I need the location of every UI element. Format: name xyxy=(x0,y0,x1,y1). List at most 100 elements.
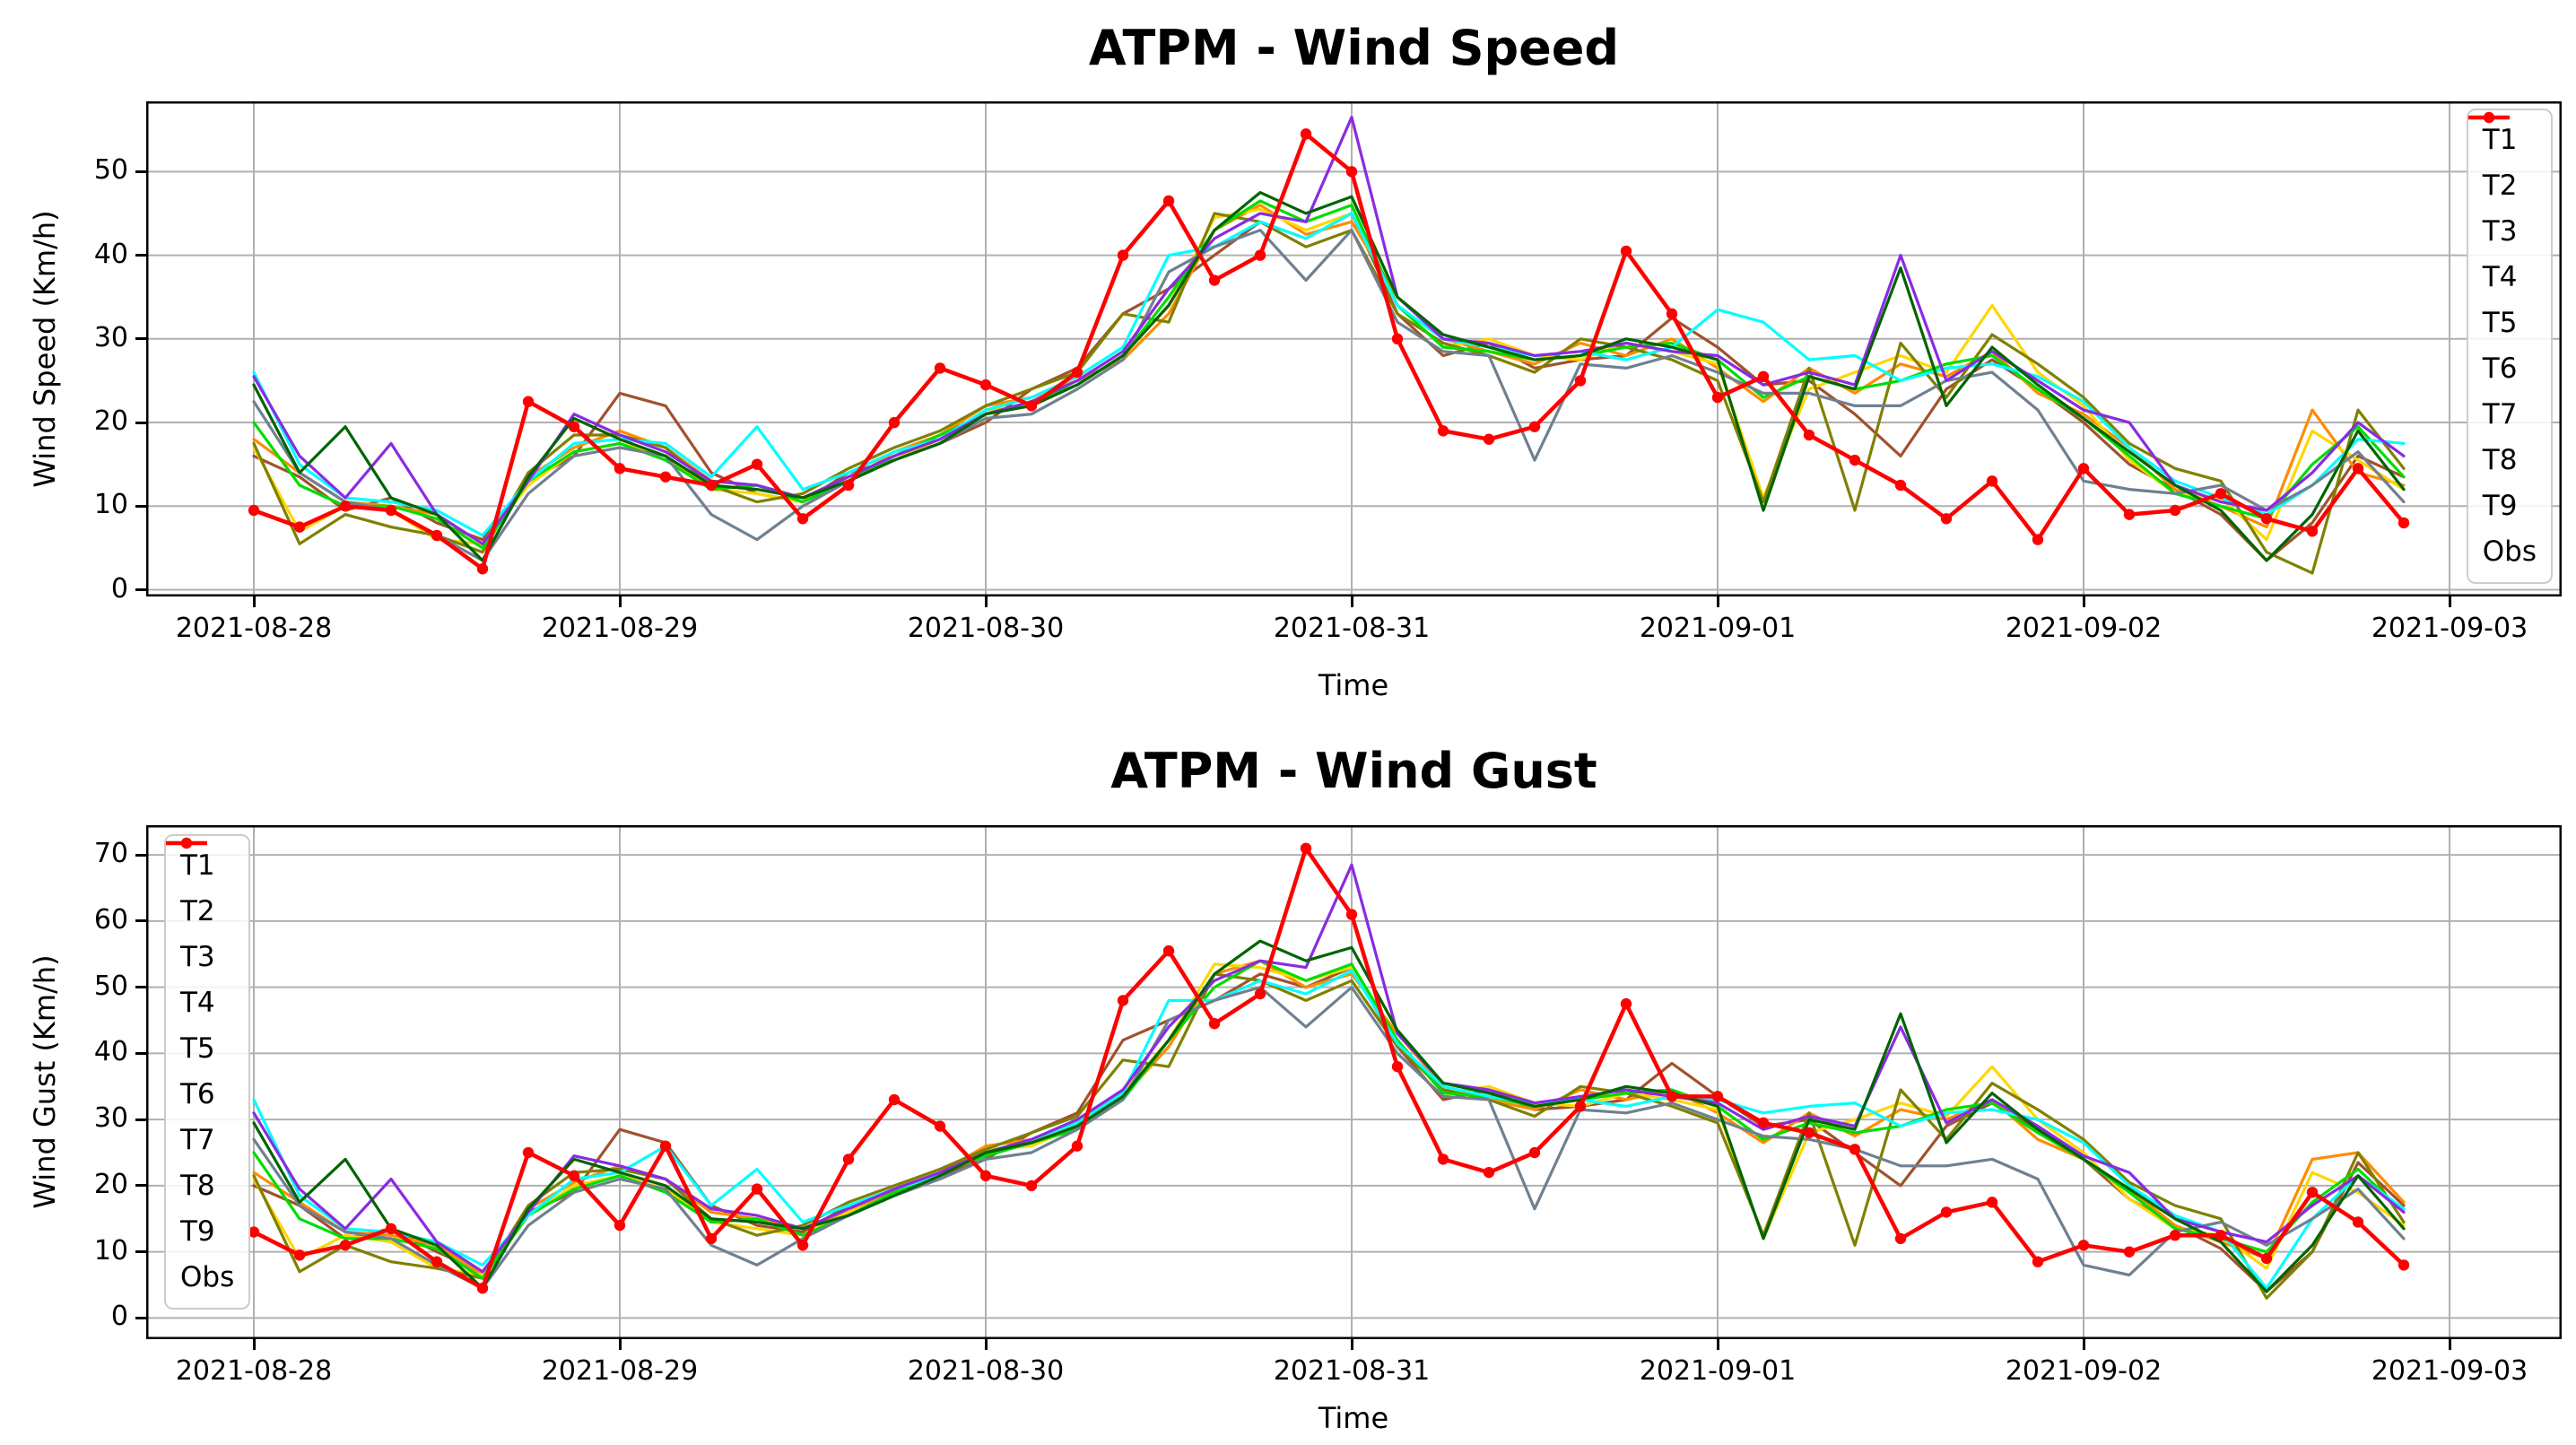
obs-marker xyxy=(1071,366,1083,379)
obs-marker xyxy=(1757,370,1770,382)
obs-marker xyxy=(751,458,763,470)
legend-label: T5 xyxy=(180,1032,215,1065)
legend-label: T2 xyxy=(2482,170,2518,202)
x-tick-label: 2021-08-31 xyxy=(1273,613,1431,644)
legend-entry-T9: T9 xyxy=(2467,116,2537,529)
obs-marker xyxy=(979,1170,992,1182)
obs-marker xyxy=(1117,995,1129,1006)
obs-marker xyxy=(1391,333,1404,345)
x-tick xyxy=(1350,596,1353,607)
series-line-T4 xyxy=(252,212,2406,575)
obs-marker xyxy=(2306,1187,2319,1198)
x-tick xyxy=(984,1339,988,1350)
obs-marker xyxy=(1391,1060,1404,1073)
legend-label: T7 xyxy=(180,1124,215,1156)
legend-label: T4 xyxy=(2482,261,2518,293)
obs-marker xyxy=(1345,166,1358,178)
series-line-T7 xyxy=(252,229,2406,562)
plot-area: 2021-08-28 2021-08-29 2021-08-30 2021-08-31… xyxy=(94,101,2562,644)
series-line-T1 xyxy=(252,212,2406,562)
obs-marker xyxy=(2398,517,2410,529)
x-tick xyxy=(618,1339,622,1350)
obs-marker xyxy=(1254,249,1266,261)
obs-marker xyxy=(1208,1018,1221,1030)
obs-marker xyxy=(1162,195,1175,207)
legend-entry-T4: T4 xyxy=(166,841,234,1026)
obs-marker xyxy=(1940,513,1953,525)
x-tick-label: 2021-08-28 xyxy=(175,1355,333,1387)
obs-marker xyxy=(1025,400,1038,412)
y-tick xyxy=(135,1250,146,1254)
obs-marker xyxy=(2215,1230,2227,1241)
obs-marker xyxy=(1025,1180,1038,1192)
series-line-T9 xyxy=(252,939,2406,1293)
obs-marker xyxy=(248,504,260,517)
obs-marker xyxy=(751,1183,763,1195)
obs-marker xyxy=(2352,463,2364,474)
obs-marker xyxy=(385,504,397,517)
obs-marker xyxy=(1894,479,1907,492)
obs-marker xyxy=(1208,274,1221,286)
y-tick xyxy=(135,853,146,857)
series-line-T3 xyxy=(252,207,2406,545)
obs-marker xyxy=(1437,425,1449,437)
obs-marker xyxy=(1071,1140,1083,1152)
x-tick-label: 2021-08-31 xyxy=(1273,1355,1431,1387)
x-tick-label: 2021-09-02 xyxy=(2005,1355,2163,1387)
obs-marker xyxy=(1574,1101,1587,1112)
legend-entry-T8: T8 xyxy=(2467,116,2537,483)
obs-marker xyxy=(339,1240,352,1251)
legend-label: T3 xyxy=(2482,215,2518,248)
x-tick-label: 2021-08-30 xyxy=(907,1355,1065,1387)
obs-marker xyxy=(2077,1240,2090,1251)
legend-entry-T5: T5 xyxy=(2467,116,2537,346)
obs-marker xyxy=(659,1140,672,1152)
y-tick xyxy=(135,1316,146,1319)
obs-marker xyxy=(568,1170,580,1182)
obs-marker xyxy=(1483,1166,1495,1179)
x-tick-label: 2021-09-01 xyxy=(1639,1355,1797,1387)
series-line-T6 xyxy=(252,212,2406,537)
axes-frame xyxy=(146,101,2562,596)
y-tick-label: 50 xyxy=(93,154,128,187)
legend-label: T8 xyxy=(180,1170,215,1202)
obs-marker xyxy=(293,1249,306,1261)
obs-marker xyxy=(2169,504,2181,517)
obs-marker xyxy=(1620,245,1632,257)
obs-marker xyxy=(1345,909,1358,920)
x-tick-label: 2021-08-30 xyxy=(907,613,1065,644)
obs-marker xyxy=(248,1226,260,1238)
obs-marker xyxy=(705,1232,718,1245)
obs-marker xyxy=(339,501,352,512)
obs-marker xyxy=(522,1146,535,1159)
obs-marker xyxy=(2169,1230,2181,1241)
series-line-T8 xyxy=(252,116,2406,545)
x-tick xyxy=(2448,596,2451,607)
y-tick-label: 60 xyxy=(93,903,128,936)
legend-label: T4 xyxy=(180,987,215,1019)
obs-marker xyxy=(979,379,992,391)
obs-marker xyxy=(2123,1246,2136,1258)
legend-entry-T2: T2 xyxy=(2467,116,2537,209)
series-line-T7 xyxy=(252,986,2406,1290)
obs-marker xyxy=(2123,509,2136,520)
chart-title: ATPM - Wind Speed xyxy=(1088,20,1620,76)
series-line-T5 xyxy=(252,959,2406,1280)
obs-marker xyxy=(1986,1197,1998,1208)
x-tick xyxy=(2082,1339,2085,1350)
x-tick xyxy=(252,1339,256,1350)
legend-label: T3 xyxy=(180,941,215,973)
legend-swatch xyxy=(166,837,207,849)
x-tick-label: 2021-09-02 xyxy=(2005,613,2163,644)
y-tick xyxy=(135,919,146,923)
y-tick-label: 10 xyxy=(93,1234,128,1267)
legend-label: T1 xyxy=(2482,124,2518,156)
y-tick xyxy=(135,1051,146,1055)
obs-marker xyxy=(2032,534,2044,545)
y-tick-label: 40 xyxy=(93,238,128,270)
obs-marker xyxy=(2306,526,2319,537)
legend-label: T7 xyxy=(2482,398,2518,431)
x-axis-label: Time xyxy=(1318,668,1389,702)
legend-entry-T4: T4 xyxy=(2467,116,2537,300)
legend-entry-T3: T3 xyxy=(166,841,234,980)
